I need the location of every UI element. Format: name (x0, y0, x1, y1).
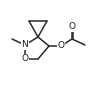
Text: O: O (22, 54, 28, 63)
Text: O: O (68, 23, 75, 32)
Text: N: N (22, 40, 28, 49)
Text: O: O (58, 41, 64, 50)
